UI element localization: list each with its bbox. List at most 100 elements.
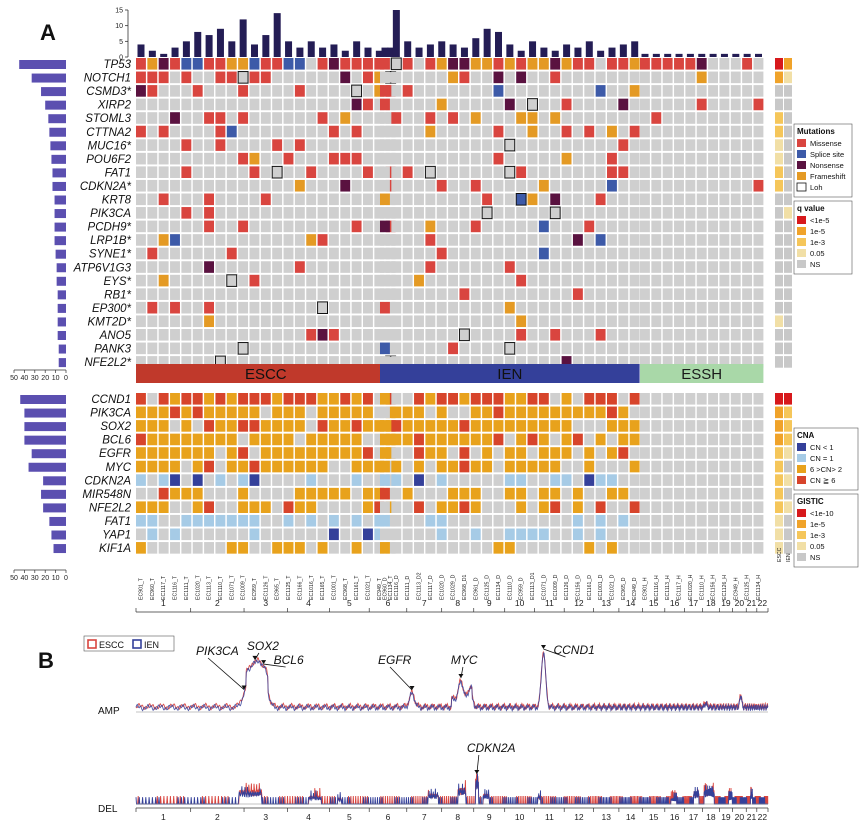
mutation-cell — [595, 356, 606, 368]
sample-label: EC901_T — [139, 577, 145, 600]
mutation-cell — [584, 274, 595, 287]
mutation-cell — [584, 98, 595, 111]
cna-cell — [402, 460, 413, 473]
mutation-cell — [317, 234, 328, 246]
cna-cell — [363, 528, 373, 541]
left-cna-bar — [20, 395, 67, 404]
mutation-cell — [402, 247, 413, 260]
cna-cell — [363, 501, 373, 513]
mutation-cell — [674, 166, 684, 178]
mutation-cell — [147, 301, 158, 314]
mutation-cell — [730, 301, 741, 314]
mutation-cell — [380, 288, 390, 300]
mutation-cell — [448, 98, 458, 111]
cna-cell — [147, 501, 158, 513]
mutation-cell — [374, 234, 385, 246]
mutation-cell — [459, 234, 470, 246]
cna-cell — [402, 393, 413, 405]
cna-cell — [742, 447, 753, 459]
cna-cell — [685, 393, 696, 405]
mutation-cell — [674, 261, 684, 273]
cna-cell — [448, 393, 458, 405]
mutation-cell — [640, 179, 650, 192]
cna-cell — [595, 447, 606, 459]
mutation-cell — [363, 329, 373, 341]
mutation-cell — [742, 58, 753, 70]
mutation-cell — [504, 301, 515, 314]
mutation-cell — [516, 274, 527, 287]
mutation-cell — [527, 301, 538, 314]
mutation-cell — [351, 356, 362, 368]
mutation-cell — [170, 193, 180, 206]
mutation-cell — [470, 274, 481, 287]
mutation-cell — [192, 288, 203, 300]
cna-cell — [328, 487, 339, 500]
mutation-cell — [572, 85, 583, 97]
mutation-cell — [158, 58, 169, 70]
mutation-cell — [685, 58, 696, 70]
mutation-cell — [696, 329, 707, 341]
mutation-cell — [414, 356, 424, 368]
mutation-cell — [215, 139, 226, 151]
mutation-cell — [527, 85, 538, 97]
mutation-cell — [572, 207, 583, 219]
mutation-cell — [618, 329, 629, 341]
top-count-bar — [506, 44, 514, 57]
cna-cell — [317, 393, 328, 405]
cna-cell — [351, 393, 362, 405]
cna-cell — [158, 487, 169, 500]
mutation-cell — [170, 261, 180, 273]
annotation-arrowhead — [474, 770, 480, 774]
mutation-cell — [260, 356, 271, 368]
mutation-cell — [436, 193, 447, 206]
mutation-cell — [402, 193, 413, 206]
cna-cell — [504, 542, 515, 554]
cna-cell — [204, 420, 214, 432]
mutation-cell — [708, 220, 718, 233]
cna-cell — [696, 420, 707, 432]
annotation-arrow — [263, 663, 286, 668]
mutation-cell — [380, 207, 390, 219]
chromosome-label: 14 — [626, 812, 636, 822]
mutation-cell — [147, 207, 158, 219]
cna-cell — [170, 474, 180, 486]
mutation-cell — [204, 98, 214, 111]
cna-cell — [527, 514, 538, 527]
mutation-cell — [380, 179, 390, 192]
mutation-cell — [685, 342, 696, 355]
mutation-cell — [192, 356, 203, 368]
mutation-cell — [351, 139, 362, 151]
top-count-bar — [585, 41, 593, 57]
cna-cell — [651, 447, 662, 459]
cna-cell — [402, 406, 413, 419]
left-mutation-bar — [55, 249, 66, 259]
cna-cell — [459, 433, 470, 446]
left-cna-bar — [43, 476, 66, 486]
mutation-cell — [561, 356, 572, 368]
cna-cell — [294, 460, 305, 473]
left-mutation-bar — [51, 154, 66, 164]
mutation-cell — [215, 179, 226, 192]
cna-cell — [385, 460, 396, 473]
mutation-cell — [226, 166, 237, 178]
mutation-cell — [696, 288, 707, 300]
mutation-cell — [414, 112, 424, 124]
cna-cell — [328, 528, 339, 541]
cna-cell — [306, 406, 317, 419]
mutation-cell — [696, 98, 707, 111]
mutation-cell — [158, 166, 169, 178]
mutation-cell — [629, 98, 640, 111]
cna-cell — [742, 393, 753, 405]
mutation-cell — [226, 234, 237, 246]
mutation-cell — [662, 98, 673, 111]
mutation-cell — [363, 315, 373, 328]
cna-cell — [527, 447, 538, 459]
mutation-cell — [516, 71, 527, 84]
q-value-cell — [775, 234, 783, 246]
cna-gene-labels: CCND1PIK3CASOX2BCL6EGFRMYCCDKN2AMIR548NN… — [82, 394, 131, 555]
mutation-cell — [215, 234, 226, 246]
cna-cell — [158, 433, 169, 446]
amp-trace-ien — [135, 652, 769, 713]
cna-cell — [550, 447, 561, 459]
